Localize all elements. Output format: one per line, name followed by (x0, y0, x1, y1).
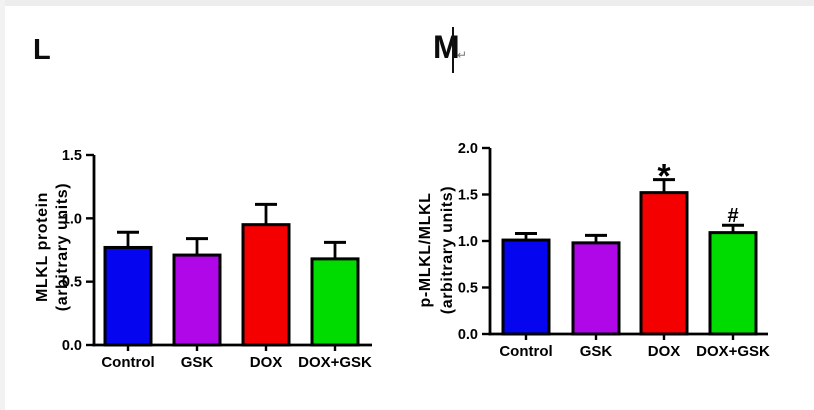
bar-control (103, 245, 153, 347)
bar-control (501, 238, 551, 336)
y-axis-title-line2: (arbitrary units) (54, 183, 71, 311)
panel-label-M: M (433, 29, 460, 65)
y-tick-label-2.0: 2.0 (458, 141, 478, 157)
y-tick-label-0.5: 0.5 (458, 281, 478, 297)
text-cursor (452, 27, 454, 73)
category-label-dox: DOX (250, 354, 283, 371)
panel-label-L: L (33, 34, 51, 66)
category-label-dox-gsk: DOX+GSK (298, 354, 372, 371)
paragraph-return-mark: ↵ (457, 48, 468, 62)
y-tick-label-1.5: 1.5 (458, 188, 478, 204)
y-axis-title-line2: (arbitrary units) (439, 186, 456, 314)
category-label-dox: DOX (648, 343, 681, 360)
y-tick-label-0.0: 0.0 (458, 327, 478, 343)
y-axis-title-line1: MLKL protein (34, 192, 51, 302)
category-label-control: Control (499, 343, 552, 360)
bar-dox (241, 223, 291, 347)
significance-hash-dox-gsk: # (727, 205, 738, 227)
y-tick-label-1.0: 1.0 (62, 211, 82, 227)
bar-gsk (172, 253, 222, 347)
y-tick-label-0.5: 0.5 (62, 275, 82, 291)
y-tick-label-1.0: 1.0 (458, 234, 478, 250)
page-top-edge (0, 0, 814, 6)
category-label-gsk: GSK (580, 343, 613, 360)
category-label-dox-gsk: DOX+GSK (696, 343, 770, 360)
y-axis-title-line1: p-MLKL/MLKL (417, 192, 434, 307)
category-label-control: Control (101, 354, 154, 371)
bar-dox-gsk (310, 257, 360, 347)
bar-dox (639, 191, 689, 336)
category-label-gsk: GSK (181, 354, 214, 371)
significance-star-dox: * (657, 158, 671, 196)
page-left-edge (0, 0, 5, 410)
chart-mlkl-protein: 0.0 0.5 1.0 1.5 MLKL protein (arbitrary units… (34, 148, 372, 371)
bar-gsk (571, 241, 621, 336)
bar-dox-gsk (708, 231, 758, 336)
chart-p-mlkl-mlkl-ratio: 0.0 0.5 1.0 1.5 2.0 p-MLKL/MLKL (arbitrary uni… (417, 141, 770, 360)
y-tick-label-0.0: 0.0 (62, 338, 82, 354)
y-tick-label-1.5: 1.5 (62, 148, 82, 164)
